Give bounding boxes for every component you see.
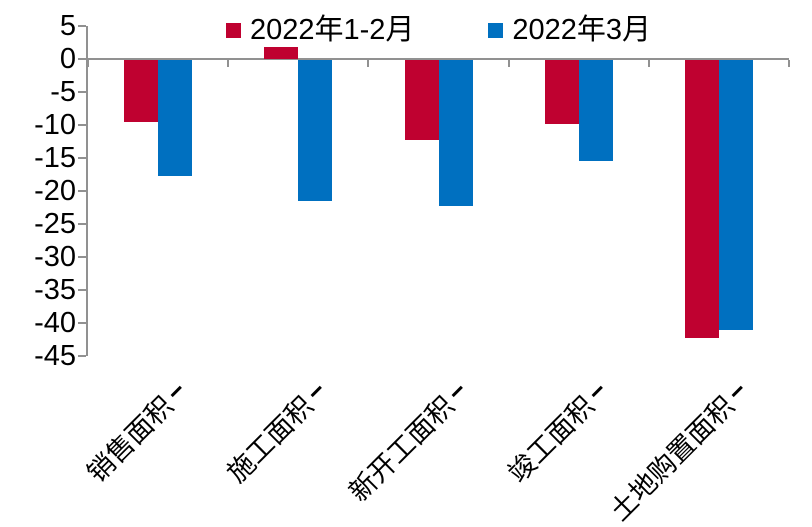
y-axis-tick-label: 0 — [59, 43, 76, 75]
category-label: 新开工面积 — [342, 378, 474, 508]
y-axis-tick — [78, 25, 86, 27]
category-label-tail-mark — [591, 385, 603, 398]
y-axis-tick — [78, 355, 86, 357]
y-axis-tick-label: -30 — [34, 241, 76, 273]
legend-label: 2022年1-2月 — [249, 14, 415, 46]
bar-s0-c1 — [264, 47, 299, 59]
y-axis-tick-label: -40 — [34, 307, 76, 339]
y-axis-tick — [78, 157, 86, 159]
bar-s1-c1 — [298, 60, 333, 201]
category-label: 施工面积 — [221, 378, 334, 489]
legend: 2022年1-2月 2022年3月 — [88, 16, 789, 45]
legend-label: 2022年3月 — [512, 14, 652, 46]
legend-swatch-icon — [488, 23, 504, 38]
category-label: 竣工面积 — [502, 378, 614, 489]
zero-line — [88, 58, 789, 60]
category-label-text: 销售面积 — [81, 390, 180, 489]
category-label: 土地购置面积 — [604, 378, 754, 527]
bar-s0-c3 — [544, 60, 579, 124]
bar-s0-c0 — [124, 60, 159, 123]
bar-s1-c3 — [578, 60, 613, 162]
y-axis-tick — [78, 58, 86, 60]
legend-swatch-icon — [225, 23, 241, 38]
x-axis-tick — [647, 60, 650, 67]
x-axis-tick — [788, 60, 790, 67]
legend-item: 2022年1-2月 — [225, 14, 415, 46]
y-axis-tick — [78, 124, 86, 126]
category-label-tail-mark — [310, 385, 323, 398]
y-axis-tick — [78, 91, 86, 93]
y-axis-tick-label: -35 — [34, 274, 76, 306]
y-axis-tick-label: -25 — [34, 208, 76, 240]
x-axis-tick — [227, 60, 230, 67]
bar-s1-c0 — [158, 60, 193, 176]
y-axis-tick-label: -20 — [34, 175, 76, 207]
y-axis-tick-label: 5 — [59, 10, 76, 42]
legend-item: 2022年3月 — [488, 16, 651, 45]
y-axis-tick — [78, 289, 86, 291]
category-label-text: 施工面积 — [221, 390, 320, 489]
category-label-tail-mark — [451, 385, 463, 398]
y-axis-line — [86, 26, 88, 356]
y-axis-tick — [78, 322, 86, 324]
category-label-text: 竣工面积 — [502, 390, 600, 489]
bar-s0-c2 — [404, 60, 439, 140]
x-axis-tick — [87, 60, 89, 67]
y-axis-tick — [78, 190, 86, 192]
category-label: 销售面积 — [82, 378, 193, 489]
y-axis-tick-label: -5 — [50, 76, 76, 108]
bar-s1-c4 — [718, 60, 753, 330]
y-axis-tick — [78, 256, 86, 258]
bar-s1-c2 — [438, 60, 473, 207]
category-label-text: 新开工面积 — [342, 390, 460, 508]
category-label-tail-mark — [731, 385, 743, 398]
y-axis-tick — [78, 223, 86, 225]
x-axis-tick — [507, 60, 510, 67]
y-axis-tick-label: -15 — [34, 142, 76, 174]
x-axis-tick — [367, 60, 370, 67]
y-axis-tick-label: -45 — [34, 340, 76, 372]
bar-s0-c4 — [684, 60, 719, 339]
y-axis-tick-label: -10 — [34, 109, 76, 141]
category-label-tail-mark — [170, 385, 183, 398]
category-label-text: 土地购置面积 — [604, 390, 740, 527]
